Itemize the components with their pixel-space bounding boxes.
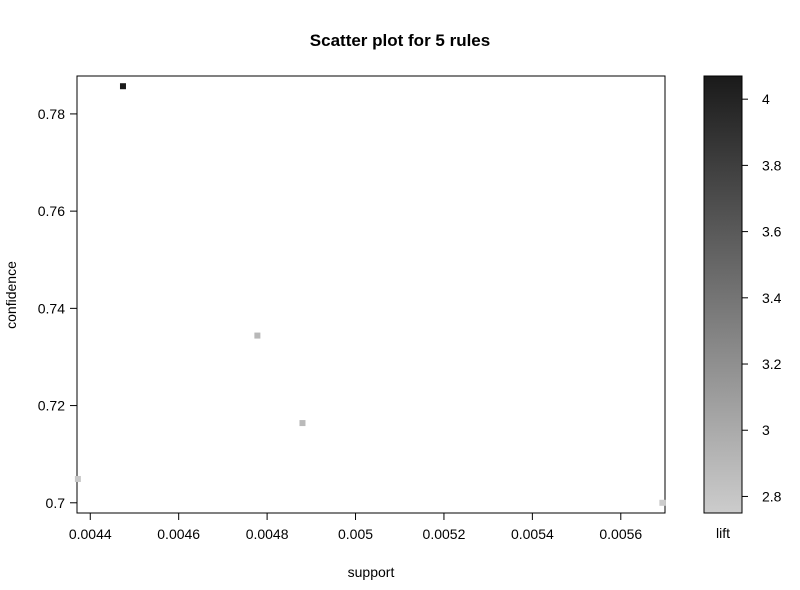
- lift-colorbar: [703, 75, 743, 514]
- colorbar-axis: 2.8 3 3.2 3.4 3.6 3.8 4: [742, 91, 782, 504]
- y-tick-label: 0.74: [38, 300, 65, 316]
- colorbar-tick-label: 3.6: [762, 224, 782, 240]
- x-tick-label: 0.0046: [157, 526, 200, 542]
- data-points: [74, 83, 666, 506]
- x-tick-label: 0.0056: [599, 526, 642, 542]
- colorbar-tick-label: 3.8: [762, 157, 782, 173]
- plot-area-frame: [76, 75, 666, 514]
- x-tick-label: 0.0048: [246, 526, 289, 542]
- colorbar-label: lift: [716, 525, 730, 541]
- x-tick-label: 0.0044: [69, 526, 112, 542]
- colorbar-tick-label: 4: [762, 91, 770, 107]
- colorbar-tick-label: 3.2: [762, 356, 782, 372]
- data-point: [299, 420, 306, 427]
- y-axis: 0.7 0.72 0.74 0.76 0.78: [38, 106, 77, 511]
- y-tick-label: 0.78: [38, 106, 65, 122]
- x-tick-label: 0.0052: [423, 526, 466, 542]
- colorbar-tick-label: 3.4: [762, 290, 782, 306]
- y-tick-label: 0.72: [38, 398, 65, 414]
- data-point: [659, 499, 666, 506]
- data-point: [254, 332, 261, 339]
- y-tick-label: 0.7: [46, 495, 66, 511]
- x-axis: 0.0044 0.0046 0.0048 0.005 0.0052 0.0054 0.005…: [69, 513, 642, 542]
- chart-title: Scatter plot for 5 rules: [310, 31, 490, 50]
- x-axis-label: support: [348, 564, 395, 580]
- colorbar-tick-label: 3: [762, 422, 770, 438]
- y-tick-label: 0.76: [38, 203, 65, 219]
- x-tick-label: 0.0054: [511, 526, 554, 542]
- data-point: [74, 475, 81, 482]
- y-axis-label: confidence: [3, 261, 19, 329]
- colorbar-tick-label: 2.8: [762, 488, 782, 504]
- x-tick-label: 0.005: [338, 526, 373, 542]
- data-point: [119, 83, 126, 90]
